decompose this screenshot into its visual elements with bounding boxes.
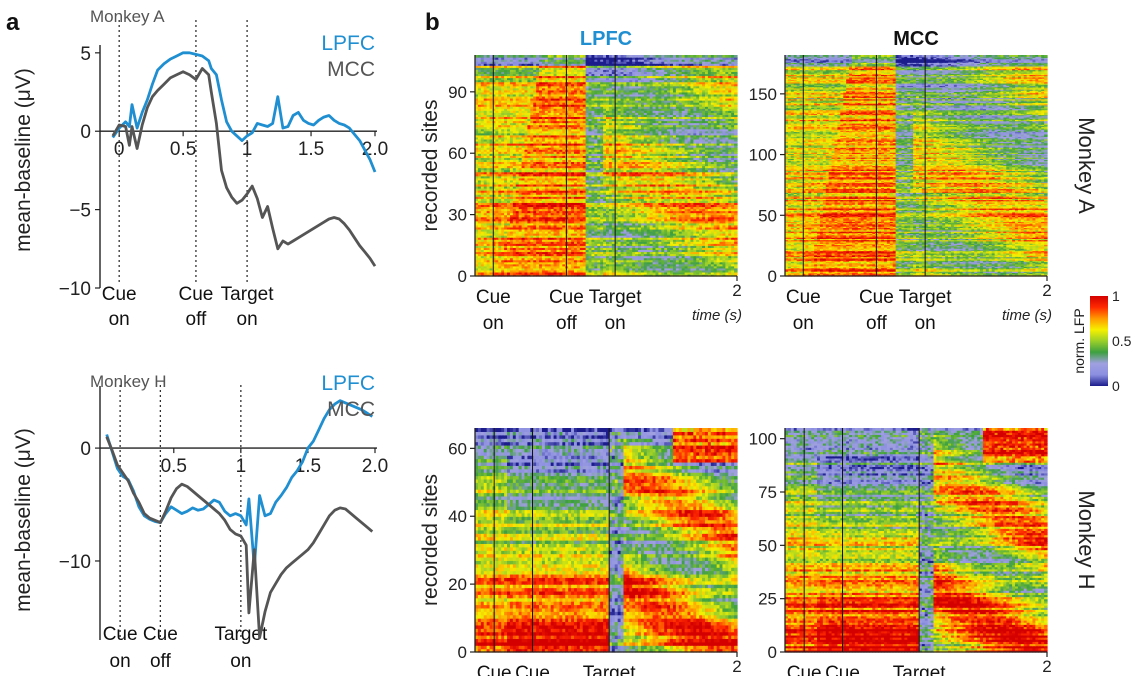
y-tick-label: −10 <box>59 279 91 300</box>
x-tick-label: 1 <box>242 139 253 160</box>
heatmap-cells <box>475 55 738 277</box>
event-label: Cue <box>179 284 214 305</box>
y-tick-label: 5 <box>80 44 91 65</box>
event-label: Target <box>221 284 275 305</box>
x-tick-label: 0.5 <box>170 139 196 160</box>
series-line-mcc <box>113 69 375 267</box>
y-tick-label: 0 <box>80 439 91 460</box>
event-label: Cue <box>103 624 138 645</box>
panel-letter-a: a <box>6 9 20 36</box>
y-axis-label: mean-baseline (μV) <box>12 428 35 612</box>
y-axis-label: mean-baseline (μV) <box>12 68 35 252</box>
legend-entry: LPFC <box>321 372 375 395</box>
monkey-tag: Monkey H <box>90 372 167 391</box>
event-label: on <box>230 651 251 672</box>
y-tick-label: −5 <box>69 201 91 222</box>
series-line-lpfc <box>107 401 373 567</box>
legend-entry: MCC <box>327 58 375 81</box>
y-tick-label: −10 <box>59 552 91 573</box>
event-label: off <box>150 651 172 672</box>
event-label: Cue <box>143 624 178 645</box>
event-label: on <box>109 309 130 330</box>
x-tick-label: 1.5 <box>298 139 324 160</box>
legend-entry: MCC <box>327 398 375 421</box>
x-tick-label: 2.0 <box>362 456 388 477</box>
x-tick-label: 0.5 <box>161 456 187 477</box>
legend-entry: LPFC <box>321 32 375 55</box>
panel-letter-b: b <box>425 9 440 36</box>
event-label: on <box>110 651 131 672</box>
monkey-tag: Monkey A <box>90 7 165 26</box>
event-label: Cue <box>102 284 137 305</box>
event-label: off <box>186 309 208 330</box>
y-tick-label: 0 <box>80 122 91 143</box>
x-tick-label: 0 <box>114 139 125 160</box>
event-label: on <box>237 309 258 330</box>
